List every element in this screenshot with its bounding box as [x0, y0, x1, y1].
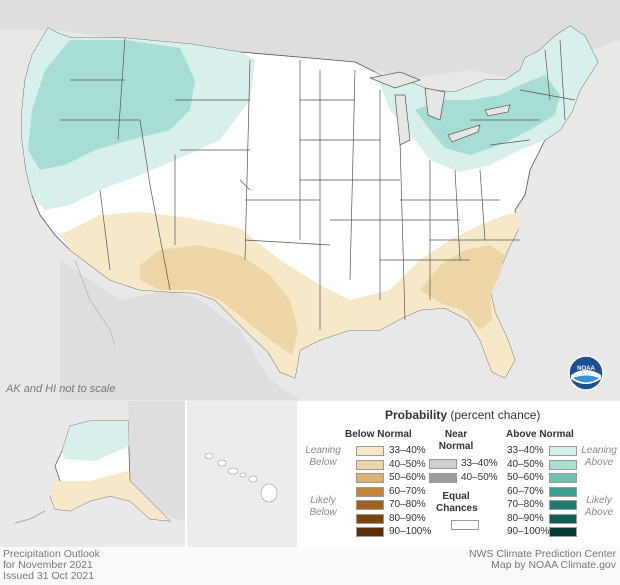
outlook-title: Precipitation Outlook	[3, 548, 100, 560]
below-normal-label-5: 80–90%	[389, 512, 426, 524]
equal-chances-swatch	[451, 520, 479, 530]
state-borders	[60, 37, 576, 330]
below-normal-label-4: 70–80%	[389, 499, 426, 510]
credit-cpc: NWS Climate Prediction Center	[468, 548, 616, 560]
mexico-land	[60, 260, 300, 400]
likely-above-label: Likely Above	[584, 495, 614, 518]
hawaii-inset	[187, 401, 299, 547]
hawaii-map	[187, 401, 297, 547]
below-normal-label-0: 33–40%	[389, 445, 426, 456]
below-normal-swatch-1	[356, 459, 384, 470]
above-normal-label-6: 90–100%	[507, 526, 550, 537]
alaska-below-leaning	[50, 471, 170, 521]
above-normal-swatch-1	[549, 459, 577, 470]
below-normal-swatch-3	[356, 486, 384, 497]
conus-map	[0, 0, 620, 400]
below-likely-southwest	[140, 245, 298, 355]
above-normal-label-3: 60–70%	[507, 485, 544, 497]
above-normal-swatch-4	[549, 500, 577, 510]
scale-note: AK and HI not to scale	[6, 383, 116, 395]
likely-below-label: Likely Below	[309, 495, 337, 518]
alaska-map	[0, 401, 185, 547]
near-normal-swatch-0	[429, 459, 457, 469]
equal-chances-label: Equal Chances	[436, 491, 478, 514]
above-normal-label-5: 80–90%	[507, 512, 544, 524]
noaa-logo-text: NOAA	[577, 366, 595, 372]
below-normal-swatch-5	[356, 513, 384, 524]
noaa-logo: NOAA	[568, 355, 604, 391]
below-likely-southeast	[420, 245, 505, 330]
legend-title: Probability (percent chance)	[385, 408, 540, 422]
issue-date: Issued 31 Oct 2021	[3, 570, 95, 582]
legend-title-bold: Probability	[385, 408, 448, 422]
below-normal-swatch-0	[356, 446, 384, 456]
near-normal-swatch-1	[429, 472, 457, 483]
above-normal-label-1: 40–50%	[507, 458, 544, 470]
alaska-above-leaning	[62, 421, 129, 461]
near-normal-label-0: 33–40%	[461, 458, 498, 469]
above-normal-swatch-6	[549, 527, 577, 537]
above-normal-swatch-0	[549, 446, 577, 456]
leaning-above-label: Leaning Above	[581, 445, 617, 468]
mexico-coastline	[74, 259, 116, 346]
below-normal-label-6: 90–100%	[389, 526, 432, 537]
above-normal-swatch-3	[549, 486, 577, 497]
credit-climate-gov: Map by NOAA Climate.gov	[491, 559, 616, 571]
above-normal-swatch-5	[549, 513, 577, 524]
below-normal-swatch-6	[356, 527, 384, 537]
above-normal-header: Above Normal	[506, 429, 574, 440]
below-normal-label-2: 50–60%	[389, 472, 426, 483]
above-normal-label-4: 70–80%	[507, 499, 544, 510]
alaska-inset	[0, 401, 187, 547]
above-normal-label-2: 50–60%	[507, 472, 544, 483]
canada-land	[128, 401, 185, 521]
below-normal-swatch-2	[356, 473, 384, 483]
canada-land	[0, 0, 620, 80]
hawaii-islands	[204, 452, 278, 503]
above-normal-swatch-2	[549, 473, 577, 483]
near-normal-header: Near Normal	[438, 429, 474, 452]
footer: Precipitation Outlook for November 2021 …	[0, 547, 620, 585]
below-normal-label-3: 60–70%	[389, 485, 426, 497]
near-normal-label-1: 40–50%	[461, 471, 498, 483]
above-likely-northwest	[28, 40, 195, 170]
below-normal-header: Below Normal	[345, 429, 412, 440]
leaning-below-label: Leaning Below	[305, 445, 341, 468]
above-normal-label-0: 33–40%	[507, 445, 544, 456]
below-normal-swatch-4	[356, 500, 384, 510]
outlook-period: for November 2021	[3, 559, 93, 571]
legend-title-rest: (percent chance)	[450, 408, 541, 422]
legend-panel: Probability (percent chance) Below Norma…	[299, 401, 620, 547]
below-normal-label-1: 40–50%	[389, 458, 426, 470]
great-lakes	[368, 71, 511, 146]
aleutians	[14, 510, 46, 524]
